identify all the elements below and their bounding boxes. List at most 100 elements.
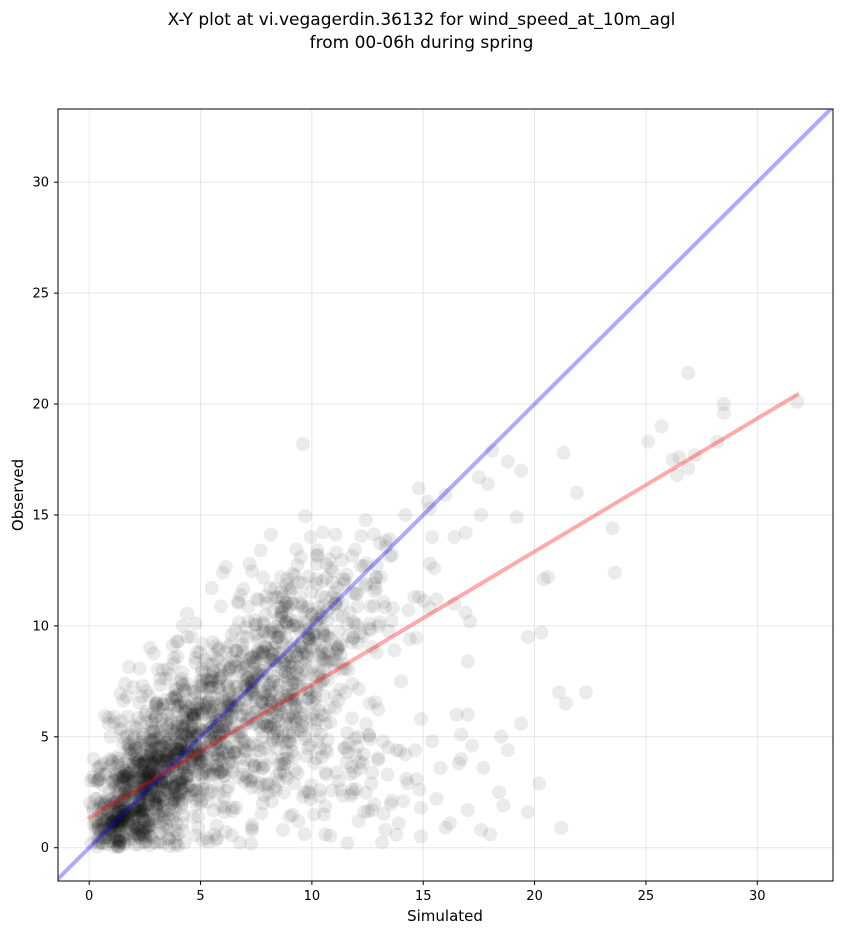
data-point: [132, 770, 147, 785]
data-point: [107, 796, 122, 811]
data-point: [305, 707, 320, 722]
data-point: [208, 736, 223, 751]
data-point: [160, 742, 175, 757]
data-point: [117, 835, 132, 850]
data-point: [181, 762, 196, 777]
data-point: [220, 706, 235, 721]
data-point: [271, 757, 286, 772]
data-point: [154, 752, 169, 767]
data-point: [126, 775, 141, 790]
data-point: [235, 661, 250, 676]
data-point: [240, 682, 255, 697]
data-point: [181, 725, 196, 740]
data-point: [605, 521, 620, 536]
data-point: [128, 768, 143, 783]
data-point: [222, 696, 237, 711]
data-point: [256, 716, 271, 731]
data-point: [168, 775, 183, 790]
data-point: [168, 700, 183, 715]
data-point: [190, 750, 205, 765]
data-point: [115, 813, 130, 828]
data-point: [255, 645, 270, 660]
data-point: [222, 685, 237, 700]
data-point: [228, 659, 243, 674]
data-point: [284, 596, 299, 611]
data-point: [159, 774, 174, 789]
data-point: [115, 770, 130, 785]
data-point: [171, 794, 186, 809]
data-point: [208, 638, 223, 653]
data-point: [144, 758, 159, 773]
data-point: [195, 742, 210, 757]
data-point: [255, 761, 270, 776]
data-point: [116, 803, 131, 818]
data-point: [106, 774, 121, 789]
data-point: [180, 714, 195, 729]
data-point: [143, 754, 158, 769]
data-point: [186, 758, 201, 773]
data-point: [252, 681, 267, 696]
data-point: [310, 547, 325, 562]
data-point: [114, 722, 129, 737]
data-point: [119, 809, 134, 824]
data-point: [136, 820, 151, 835]
data-point: [185, 784, 200, 799]
data-point: [263, 676, 278, 691]
data-point: [152, 766, 167, 781]
data-point: [146, 756, 161, 771]
data-point: [174, 772, 189, 787]
data-point: [260, 719, 275, 734]
data-point: [148, 699, 163, 714]
data-point: [201, 675, 216, 690]
data-point: [362, 728, 377, 743]
data-point: [401, 603, 416, 618]
data-point: [137, 829, 152, 844]
data-point: [166, 791, 181, 806]
data-point: [438, 820, 453, 835]
data-point: [129, 818, 144, 833]
data-point: [244, 683, 259, 698]
data-point: [273, 624, 288, 639]
data-point: [158, 740, 173, 755]
data-point: [235, 642, 250, 657]
data-point: [175, 718, 190, 733]
data-point: [294, 699, 309, 714]
data-point: [212, 712, 227, 727]
data-point: [221, 679, 236, 694]
data-point: [154, 775, 169, 790]
data-point: [641, 434, 656, 449]
data-point: [119, 774, 134, 789]
data-point: [150, 662, 165, 677]
data-point: [681, 461, 696, 476]
data-point: [284, 712, 299, 727]
data-point: [235, 716, 250, 731]
data-point: [270, 733, 285, 748]
data-point: [153, 730, 168, 745]
data-point: [259, 776, 274, 791]
data-point: [227, 745, 242, 760]
data-point: [244, 680, 259, 695]
data-point: [116, 804, 131, 819]
data-point: [205, 680, 220, 695]
data-point: [277, 657, 292, 672]
data-point: [294, 640, 309, 655]
data-point: [154, 712, 169, 727]
data-point: [281, 734, 296, 749]
data-point: [144, 743, 159, 758]
data-point: [168, 689, 183, 704]
data-point: [199, 731, 214, 746]
data-point: [147, 741, 162, 756]
data-point: [131, 757, 146, 772]
data-point: [281, 751, 296, 766]
data-point: [129, 790, 144, 805]
data-point: [211, 679, 226, 694]
data-point: [101, 822, 116, 837]
data-point: [383, 549, 398, 564]
data-point: [314, 707, 329, 722]
data-point: [184, 754, 199, 769]
data-point: [100, 804, 115, 819]
data-point: [389, 827, 404, 842]
data-point: [91, 759, 106, 774]
data-point: [193, 753, 208, 768]
data-point: [167, 779, 182, 794]
